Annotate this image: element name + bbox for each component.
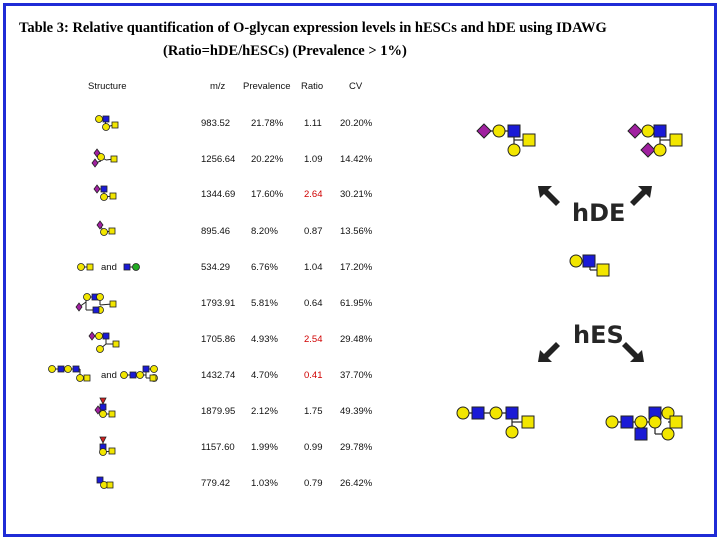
cell-ratio-row1: 1.11 [304,118,322,129]
cell-mz-row5: 534.29 [201,262,231,273]
hes-label: hES [573,321,624,349]
structure-and-label-row5: and [101,262,117,273]
cell-prevalence-row1: 21.78% [251,118,284,129]
cell-mz-row2: 1256.64 [201,154,236,165]
cell-ratio-row4: 0.87 [304,226,323,237]
col-header-prevalence: Prevalence [243,81,291,92]
cell-prevalence-row5: 6.76% [251,262,278,273]
cell-ratio-row10: 0.99 [304,442,323,453]
col-header-ratio: Ratio [301,81,324,92]
cell-cv-row6: 61.95% [340,298,373,309]
arrow-down-left-icon [538,342,560,362]
cell-prevalence-row10: 1.99% [251,442,278,453]
diagram-glycan-top-right [627,123,683,158]
diagram-glycan-bottom-right [605,406,683,441]
cell-ratio-row11: 0.79 [304,478,323,489]
cell-ratio-row5: 1.04 [304,262,323,273]
diagram-glycan-bottom-left [456,406,535,439]
arrow-up-right-icon [630,186,652,206]
cell-mz-row4: 895.46 [201,226,231,237]
cell-mz-row11: 779.42 [201,478,231,489]
cell-mz-row3: 1344.69 [201,189,236,200]
cell-cv-row11: 26.42% [340,478,373,489]
cell-cv-row4: 13.56% [340,226,373,237]
cell-cv-row8: 37.70% [340,370,373,381]
cell-mz-row6: 1793.91 [201,298,236,309]
cell-mz-row10: 1157.60 [201,442,235,453]
cell-prevalence-row7: 4.93% [251,334,278,345]
col-header-structure: Structure [88,81,127,92]
col-header-cv: CV [349,81,363,92]
cell-mz-row7: 1705.86 [201,334,236,345]
cell-ratio-row8: 0.41 [304,370,323,381]
cell-prevalence-row6: 5.81% [251,298,278,309]
cell-prevalence-row8: 4.70% [251,370,278,381]
cell-prevalence-row11: 1.03% [251,478,278,489]
cell-cv-row2: 14.42% [340,154,373,165]
cell-prevalence-row2: 20.22% [251,154,284,165]
arrow-down-right-icon [622,342,644,362]
cell-cv-row7: 29.48% [340,334,373,345]
cell-mz-row8: 1432.74 [201,370,236,381]
slide-border [3,3,717,537]
hde-label: hDE [572,199,626,227]
table-title-line1: Table 3: Relative quantification of O-gl… [19,20,607,36]
table-title-line2: (Ratio=hDE/hESCs) (Prevalence > 1%) [163,43,407,59]
cell-cv-row3: 30.21% [340,189,373,200]
cell-ratio-row6: 0.64 [304,298,323,309]
cell-ratio-row7: 2.54 [304,334,323,345]
diagram-glycan-center [569,254,610,277]
cell-cv-row10: 29.78% [340,442,373,453]
diagram-glycan-top-left [476,123,536,157]
cell-prevalence-row9: 2.12% [251,406,278,417]
cell-mz-row9: 1879.95 [201,406,236,417]
cell-ratio-row9: 1.75 [304,406,323,417]
cell-cv-row5: 17.20% [340,262,373,273]
cell-mz-row1: 983.52 [201,118,231,129]
cell-prevalence-row4: 8.20% [251,226,278,237]
cell-ratio-row3: 2.64 [304,189,323,200]
arrow-up-left-icon [538,186,560,206]
structure-and-label-row8: and [101,370,117,381]
cell-cv-row9: 49.39% [340,406,373,417]
cell-ratio-row2: 1.09 [304,154,323,165]
cell-prevalence-row3: 17.60% [251,189,284,200]
col-header-mz: m/z [210,81,226,92]
cell-cv-row1: 20.20% [340,118,373,129]
